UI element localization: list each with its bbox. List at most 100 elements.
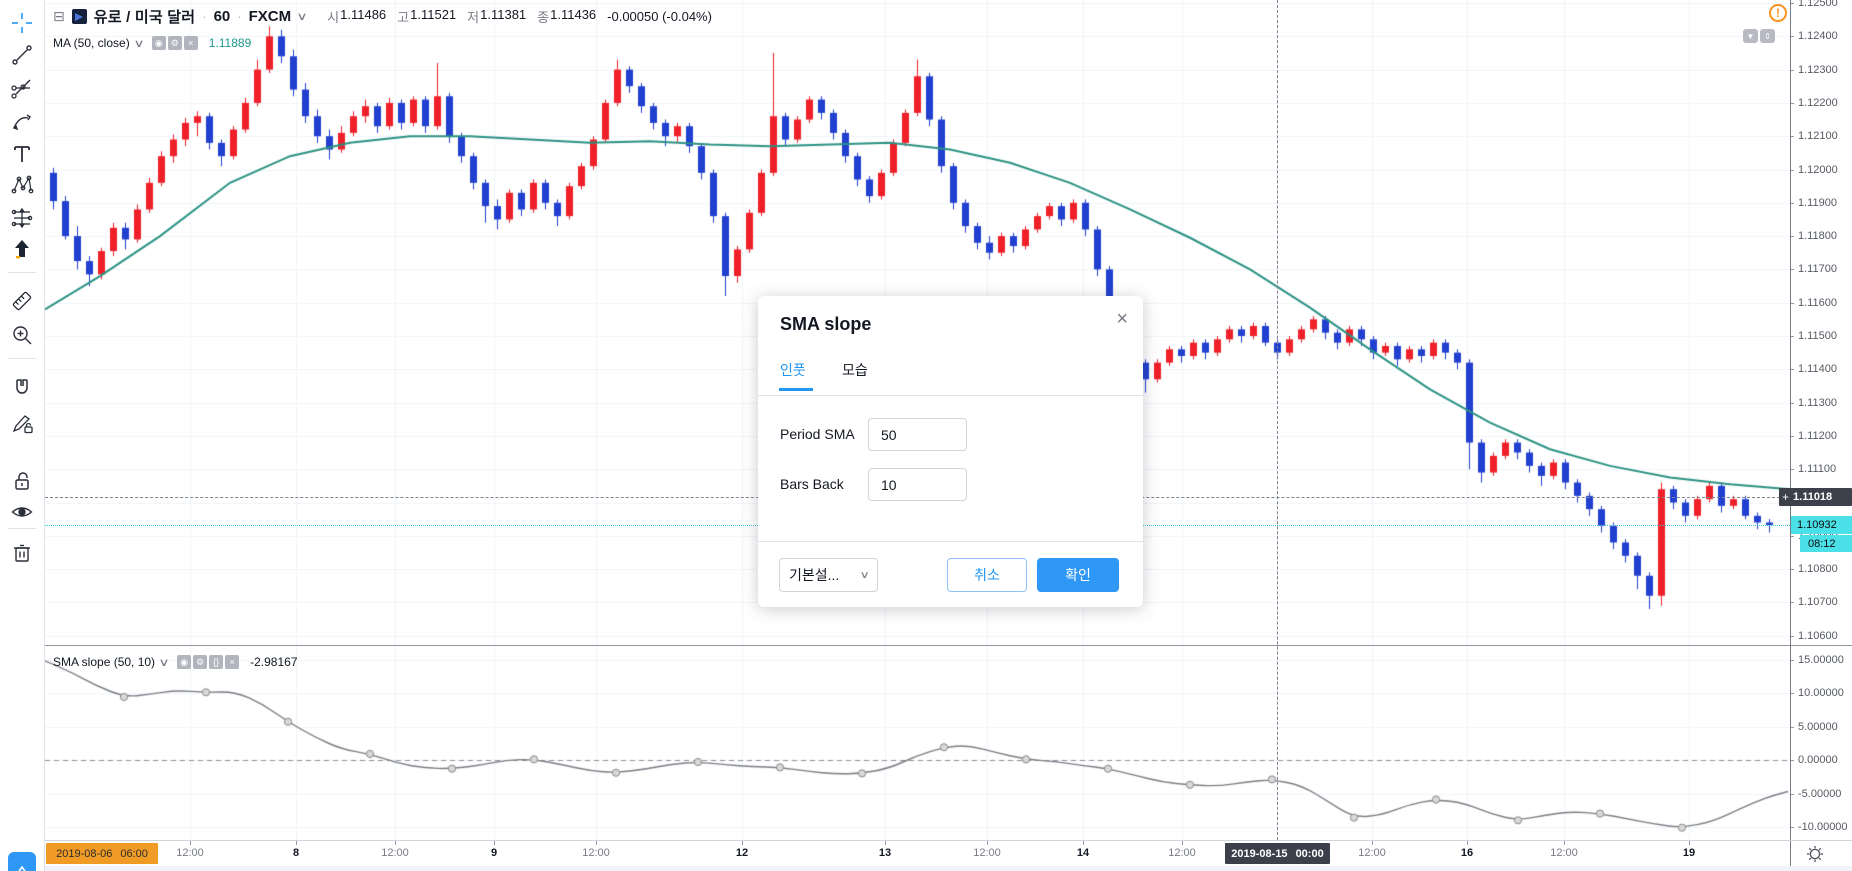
zoom-in-icon[interactable] [7,320,37,350]
confirm-button[interactable]: 확인 [1037,558,1119,592]
price-axis-tick [1790,635,1794,637]
last-price-badge: 1.10932 [1791,516,1852,534]
time-axis-label: 8 [292,847,300,859]
time-axis-label: 19 [1682,847,1696,859]
indicator-hide-button[interactable]: ◉ [177,655,192,669]
price-axis-tick [1790,202,1794,204]
price-axis-label: 1.12300 [1798,63,1838,76]
price-axis-tick [1790,102,1794,104]
cancel-button[interactable]: 취소 [947,558,1027,592]
symbol-logo [71,8,87,24]
price-axis-tick [1790,435,1794,437]
time-axis-settings-gear-icon[interactable] [1806,845,1824,863]
tab-inputs[interactable]: 인풋 [780,362,806,378]
price-axis-label: 1.10800 [1798,563,1838,576]
magnet-icon[interactable] [7,373,37,403]
price-axis-tick [1790,402,1794,404]
bars-back-label: Bars Back [780,476,844,492]
ma-close-button[interactable]: × [183,36,198,50]
price-axis-border [1790,0,1791,866]
toolbar-divider [8,272,36,273]
chevron-down-icon[interactable]: ∨ [133,37,145,50]
pane-divider[interactable] [0,645,1852,646]
scroll-to-recent-button[interactable]: ▼ [1743,29,1758,43]
time-axis-label: 12:00 [1550,847,1578,859]
time-axis-label: 14 [1076,847,1090,859]
ma-legend: MA (50, close) ∨ ◉ ⚙ × 1.11889 [53,36,251,50]
measure-icon[interactable] [7,286,37,316]
separator-dot: · [202,8,207,24]
time-axis-tick [885,841,886,845]
toolbar-divider [8,528,36,529]
indicator-close-button[interactable]: × [225,655,240,669]
price-axis-tick [1790,236,1794,238]
drawing-lock-icon[interactable] [7,408,37,438]
interval-label[interactable]: 60 [213,7,231,25]
indicator-axis-tick [1790,793,1794,795]
price-axis-label: 1.11400 [1798,363,1837,376]
high-label: 고 [397,9,410,25]
indicator-axis-label: 10.00000 [1798,687,1844,699]
change-readout: -0.00050 (-0.04%) [607,8,712,24]
trend-line-icon[interactable] [7,40,37,70]
low-value: 1.11381 [480,6,527,22]
warning-icon[interactable]: ! [1769,4,1787,22]
pitchfork-icon[interactable] [7,73,37,103]
range-start-time-badge: 2019-08-06 06:00 [46,843,158,864]
low-label: 저 [467,9,480,25]
text-icon[interactable] [7,139,37,169]
delete-icon[interactable] [7,538,37,568]
ohlc-readout: 시 1.11486 고 1.11521 저 1.11381 종 1.11436 [327,7,596,26]
xabcd-pattern-icon[interactable] [7,170,37,200]
close-value: 1.11436 [550,6,597,22]
ma-value: 1.11889 [208,36,252,50]
add-alert-plus-icon[interactable]: + [1782,490,1790,504]
bars-back-input[interactable] [868,468,967,501]
time-axis-tick [596,841,597,845]
bar-countdown-badge: 08:12 [1800,535,1852,552]
price-axis-tick [1790,136,1794,138]
layout-icon[interactable]: ⊟ [53,7,65,24]
autoscale-button[interactable]: ⇕ [1760,29,1775,43]
lock-all-icon[interactable] [7,466,37,496]
hide-all-icon[interactable] [7,497,37,527]
dialog-close-icon[interactable]: × [1116,308,1128,330]
price-axis-tick [1790,602,1794,604]
indicator-settings-button[interactable]: ⚙ [193,655,208,669]
indicator-axis-tick [1790,827,1794,828]
crosshair-price-badge: + 1.11018 [1779,488,1852,506]
chevron-down-icon[interactable]: ∨ [158,656,170,669]
chevron-down-icon[interactable]: ∨ [296,10,308,23]
ma-legend-name[interactable]: MA (50, close) [53,36,130,50]
tabs-divider [758,395,1143,396]
symbol-title[interactable]: 유로 / 미국 달러 [93,8,196,26]
time-axis-tick [395,841,396,845]
defaults-dropdown[interactable]: 기본설... ∨ [779,558,878,592]
exchange-label[interactable]: FXCM [248,7,292,25]
indicator-axis-label: -5.00000 [1798,787,1842,800]
indicator-source-button[interactable]: {} [209,655,224,669]
indicator-axis-tick [1790,693,1794,694]
price-axis-label: 1.11600 [1798,296,1837,309]
indicator-legend-name[interactable]: SMA slope (50, 10) [53,655,156,669]
price-axis-tick [1790,535,1794,537]
brush-icon[interactable] [7,106,37,136]
time-axis-tick [1182,841,1183,845]
arrow-marker-icon[interactable] [7,234,37,264]
indicator-settings-dialog: SMA slope × 인풋 모습 Period SMA Bars Back 기… [758,296,1143,607]
ma-hide-button[interactable]: ◉ [151,36,166,50]
indicator-pane-canvas[interactable] [45,646,1790,840]
crosshair-icon[interactable] [7,8,37,38]
indicator-axis-label: 15.00000 [1798,653,1844,666]
ma-settings-button[interactable]: ⚙ [167,36,182,50]
expand-toolbar-button[interactable] [8,852,36,871]
time-axis-label: 12:00 [381,847,409,859]
time-axis-tick [1689,841,1690,845]
price-axis-tick [1790,69,1794,71]
active-tab-underline [779,388,813,391]
period-sma-input[interactable] [868,418,967,451]
time-axis-tick [1564,841,1565,845]
tab-style[interactable]: 모습 [842,362,868,378]
projection-icon[interactable] [7,203,37,233]
price-axis-tick [1790,369,1794,371]
